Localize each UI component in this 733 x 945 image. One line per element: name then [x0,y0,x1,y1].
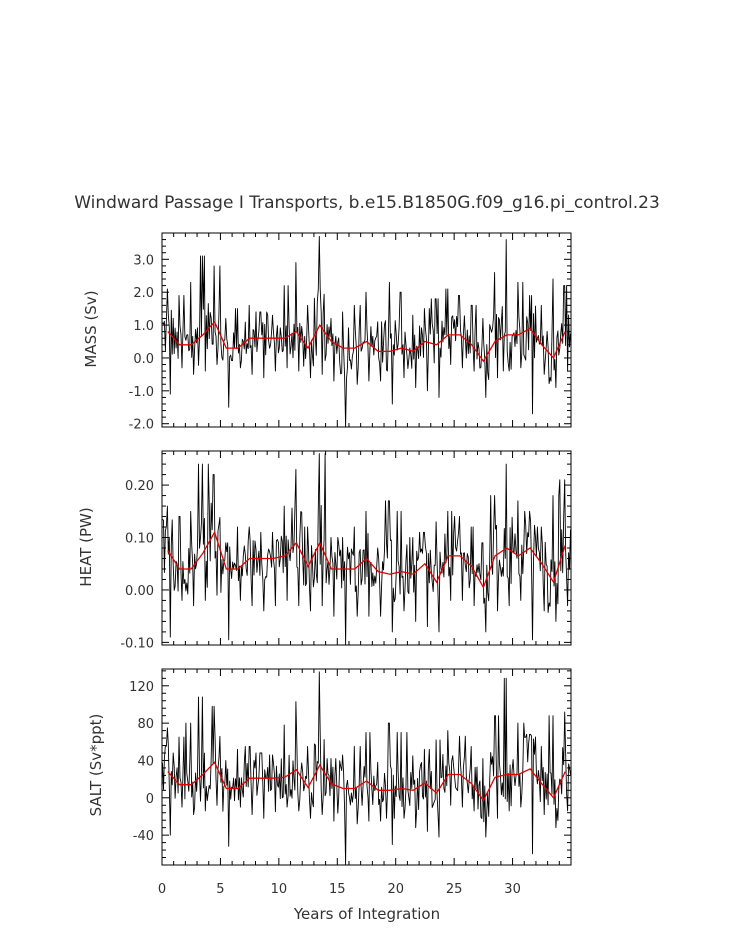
heat-y-tick-label: 0.20 [125,479,154,494]
mass-ylabel: MASS (Sv) [82,290,100,367]
salt-panel: SALT (Sv*ppt) -40 0 40 80 120 [87,668,572,866]
mass-panel: MASS (Sv) -2.0 -1.0 0.0 1.0 2.0 3.0 [82,232,572,433]
salt-y-tick-label: 40 [137,754,154,769]
salt-monthly-series [162,671,571,866]
mass-y-tick-label: -2.0 [129,418,154,433]
salt-plot-frame [161,668,572,866]
x-tick-label: 0 [158,882,166,897]
x-tick-label: 10 [271,882,288,897]
salt-y-tick-label: -40 [133,829,154,844]
mass-y-tick-label: 2.0 [133,286,154,301]
mass-y-tick-label: 1.0 [133,319,154,334]
mass-y-tick-label: -1.0 [129,385,154,400]
heat-monthly-series [162,453,571,646]
mass-y-tick-label: 3.0 [133,253,154,268]
heat-panel: HEAT (PW) -0.10 0.00 0.10 0.20 [77,450,572,651]
x-tick-label: 5 [216,882,224,897]
mass-plot-frame [161,232,572,428]
mass-y-tick-label: 0.0 [133,352,154,367]
heat-ylabel: HEAT (PW) [77,507,95,586]
x-tick-label: 30 [504,882,521,897]
heat-annual-mean-series [167,530,566,589]
heat-y-tick-label: -0.10 [120,636,154,651]
mass-monthly-series [162,235,571,428]
chart-title: Windward Passage I Transports, b.e15.B18… [74,193,660,213]
salt-annual-mean-series [167,761,566,802]
x-tick-labels: 0 5 10 15 20 25 30 [158,882,521,897]
salt-y-tick-label: 0 [146,792,154,807]
x-axis-label: Years of Integration [293,905,440,923]
salt-ylabel: SALT (Sv*ppt) [87,714,105,817]
heat-y-tick-label: 0.10 [125,532,154,547]
heat-y-tick-label: 0.00 [125,584,154,599]
salt-y-tick-label: 120 [129,680,154,695]
mass-annual-mean-series [167,320,566,363]
salt-y-tick-label: 80 [137,717,154,732]
x-tick-label: 15 [329,882,346,897]
x-tick-label: 20 [387,882,404,897]
x-tick-label: 25 [446,882,463,897]
